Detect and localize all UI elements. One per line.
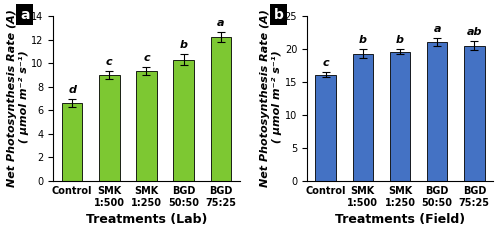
Text: ab: ab [466, 27, 482, 37]
Text: c: c [143, 53, 150, 63]
Bar [427, 42, 448, 181]
Text: d: d [68, 85, 76, 95]
Text: a: a [217, 18, 224, 28]
Text: a: a [434, 24, 441, 34]
X-axis label: Treatments (Field): Treatments (Field) [335, 213, 465, 226]
Text: b: b [359, 35, 367, 45]
Text: c: c [106, 57, 112, 67]
Bar [464, 46, 484, 181]
Bar [352, 54, 373, 181]
Y-axis label: Net Photosynthesis Rate (A)
 ( µmol m⁻² s⁻¹): Net Photosynthesis Rate (A) ( µmol m⁻² s… [7, 10, 28, 187]
Text: b: b [274, 8, 283, 22]
Bar [390, 51, 410, 181]
Text: a: a [20, 8, 30, 22]
Text: b: b [396, 35, 404, 45]
Bar [316, 75, 336, 181]
Text: b: b [180, 40, 188, 50]
Bar [174, 60, 194, 181]
X-axis label: Treatments (Lab): Treatments (Lab) [86, 213, 207, 226]
Y-axis label: Net Photosynthesis Rate (A)
 ( µmol m⁻² s⁻¹): Net Photosynthesis Rate (A) ( µmol m⁻² s… [260, 10, 282, 187]
Text: c: c [322, 58, 329, 68]
Bar [62, 103, 82, 181]
Bar [136, 71, 156, 181]
Bar [210, 37, 231, 181]
Bar [99, 75, 119, 181]
